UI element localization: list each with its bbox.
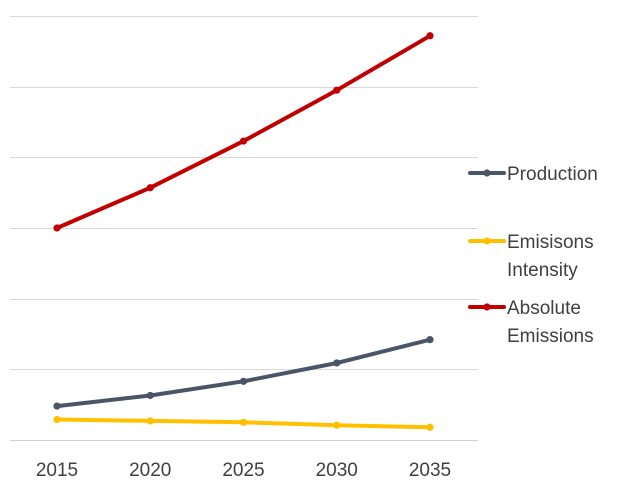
legend-marker (483, 169, 491, 177)
data-point-emisisons-intensity (333, 421, 341, 429)
legend-marker (483, 303, 491, 311)
legend-label: Emisisons (507, 232, 594, 253)
series-emisisons-intensity (53, 415, 434, 431)
data-point-production (53, 402, 61, 410)
data-point-absolute-emissions (426, 32, 434, 40)
series-line-production (55, 337, 432, 409)
data-point-absolute-emissions (239, 137, 248, 145)
series-production (53, 336, 434, 410)
series-lines (53, 32, 434, 431)
legend-item-absolute-emissions: Absolute Emissions (468, 298, 594, 347)
data-point-emisisons-intensity (239, 418, 248, 426)
data-point-emisisons-intensity (53, 415, 61, 424)
legend-label: Intensity (507, 260, 578, 281)
legend-label: Emissions (507, 326, 594, 347)
x-tick-label: 2035 (409, 460, 451, 480)
data-point-emisisons-intensity (426, 423, 434, 431)
data-point-production (333, 359, 341, 367)
legend: Production Emisisons Intensity Absolute Emis… (468, 164, 598, 347)
data-point-production (426, 336, 434, 344)
data-point-absolute-emissions (146, 184, 154, 192)
legend-label: Absolute (507, 298, 581, 319)
x-tick-label: 2015 (36, 460, 78, 480)
data-point-absolute-emissions (53, 224, 61, 232)
x-tick-label: 2030 (316, 460, 358, 480)
x-tick-label: 2025 (222, 460, 264, 480)
series-line-absolute-emissions (55, 33, 432, 230)
data-point-production (146, 391, 154, 400)
legend-item-emisisons-intensity: Emisisons Intensity (468, 232, 594, 281)
data-point-production (239, 377, 248, 385)
legend-marker (483, 237, 491, 245)
data-point-absolute-emissions (333, 86, 341, 94)
data-point-emisisons-intensity (146, 417, 154, 425)
series-absolute-emissions (53, 32, 434, 232)
gridlines (10, 16, 478, 441)
legend-label: Production (507, 164, 598, 185)
x-axis: 2015 2020 2025 2030 2035 (36, 460, 451, 480)
x-tick-label: 2020 (129, 460, 171, 480)
legend-item-production: Production (468, 164, 598, 185)
